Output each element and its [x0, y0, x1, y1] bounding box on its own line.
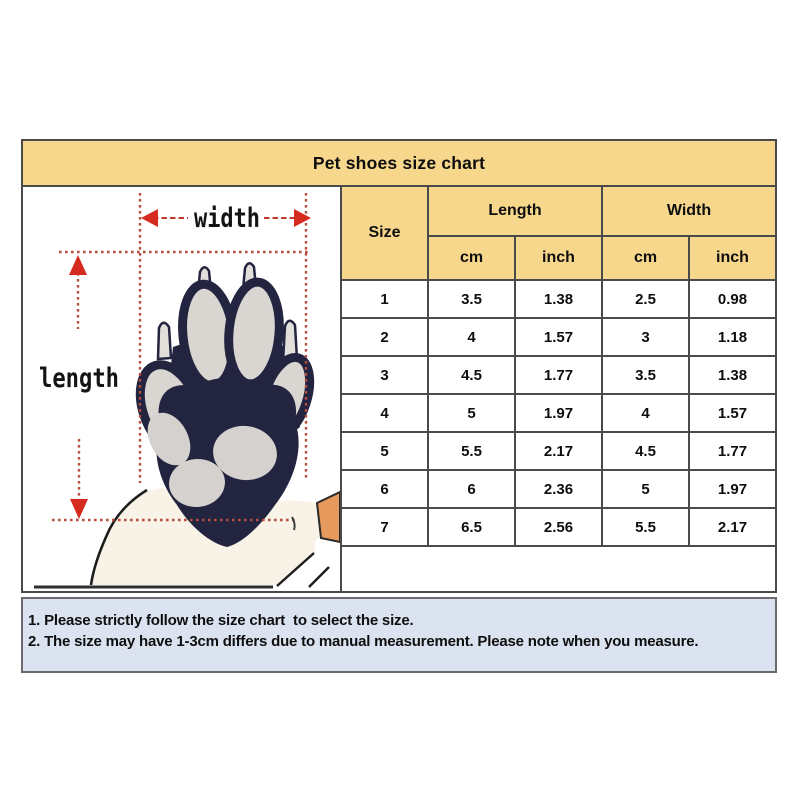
empty-row-cell — [340, 545, 777, 593]
table-row: 5 5.5 2.17 4.5 1.77 — [340, 431, 777, 471]
table-row-empty — [340, 545, 777, 593]
paw-print-illustration — [135, 262, 315, 547]
size-cell: 7 — [340, 507, 429, 547]
length-inch-cell: 1.77 — [514, 355, 603, 395]
length-inch-cell: 2.56 — [514, 507, 603, 547]
width-inch-cell: 1.38 — [688, 355, 777, 395]
length-cm-cell: 3.5 — [427, 279, 516, 319]
note-line-1: 1. Please strictly follow the size chart… — [28, 612, 414, 629]
page-title: Pet shoes size chart — [312, 152, 486, 173]
width-arrow-right-icon — [294, 209, 311, 227]
claw-icon — [281, 319, 299, 363]
length-cm-cell: 4.5 — [427, 355, 516, 395]
table-row: 2 4 1.57 3 1.18 — [340, 317, 777, 357]
width-inch-cell: 1.77 — [688, 431, 777, 471]
paw-measurement-diagram: width length — [34, 193, 340, 589]
length-cm-cell: 4 — [427, 317, 516, 357]
length-inch-cell: 1.97 — [514, 393, 603, 433]
table-row: 7 6.5 2.56 5.5 2.17 — [340, 507, 777, 547]
size-chart-table: Size Length Width cm inch cm inch 1 3.5 … — [340, 185, 777, 593]
size-cell: 5 — [340, 431, 429, 471]
width-inch-cell: 1.97 — [688, 469, 777, 509]
width-inch-cell: 2.17 — [688, 507, 777, 547]
width-cm-cell: 3.5 — [601, 355, 690, 395]
measurement-annotations — [52, 193, 311, 531]
length-cm-header: cm — [427, 235, 516, 281]
table-row: 4 5 1.97 4 1.57 — [340, 393, 777, 433]
width-inch-cell: 1.18 — [688, 317, 777, 357]
width-inch-cell: 0.98 — [688, 279, 777, 319]
width-inch-header: inch — [688, 235, 777, 281]
length-cm-cell: 5.5 — [427, 431, 516, 471]
note-line-2: 2. The size may have 1-3cm differs due t… — [28, 633, 699, 650]
size-cell: 4 — [340, 393, 429, 433]
width-cm-cell: 5 — [601, 469, 690, 509]
size-cell: 1 — [340, 279, 429, 319]
size-cell: 3 — [340, 355, 429, 395]
content-row: width length Size Length Width cm inch c… — [21, 185, 777, 593]
width-cm-cell: 2.5 — [601, 279, 690, 319]
width-cm-cell: 4 — [601, 393, 690, 433]
length-inch-cell: 1.38 — [514, 279, 603, 319]
size-cell: 2 — [340, 317, 429, 357]
size-cell: 6 — [340, 469, 429, 509]
width-cm-header: cm — [601, 235, 690, 281]
length-label: length — [39, 363, 119, 394]
size-column-header: Size — [340, 185, 429, 281]
length-arrow-down-icon — [70, 499, 88, 519]
orange-patch — [315, 490, 340, 544]
length-arrow-up-icon — [69, 255, 87, 275]
paw-measurement-panel: width length — [21, 185, 340, 593]
table-row: 1 3.5 1.38 2.5 0.98 — [340, 279, 777, 319]
length-inch-header: inch — [514, 235, 603, 281]
width-column-header: Width — [601, 185, 777, 237]
width-cm-cell: 4.5 — [601, 431, 690, 471]
title-bar: Pet shoes size chart — [21, 139, 777, 187]
length-inch-cell: 2.36 — [514, 469, 603, 509]
table-row: 3 4.5 1.77 3.5 1.38 — [340, 355, 777, 395]
length-cm-cell: 6 — [427, 469, 516, 509]
claw-icon — [156, 321, 173, 361]
width-inch-cell: 1.57 — [688, 393, 777, 433]
table-row: 6 6 2.36 5 1.97 — [340, 469, 777, 509]
length-column-header: Length — [427, 185, 603, 237]
width-label: width — [194, 203, 260, 234]
width-cm-cell: 3 — [601, 317, 690, 357]
length-cm-cell: 5 — [427, 393, 516, 433]
notes-box: 1. Please strictly follow the size chart… — [21, 597, 777, 673]
length-inch-cell: 2.17 — [514, 431, 603, 471]
width-cm-cell: 5.5 — [601, 507, 690, 547]
width-arrow-left-icon — [141, 209, 158, 227]
length-cm-cell: 6.5 — [427, 507, 516, 547]
length-inch-cell: 1.57 — [514, 317, 603, 357]
